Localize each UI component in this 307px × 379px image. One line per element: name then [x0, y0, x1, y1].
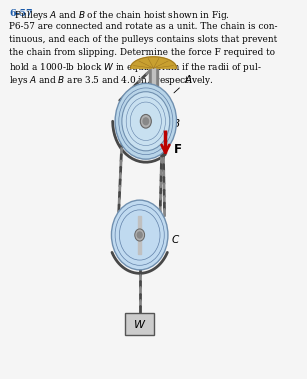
- Circle shape: [135, 229, 145, 241]
- Circle shape: [122, 92, 170, 151]
- Circle shape: [137, 232, 142, 238]
- Text: $\mathbf{F}$: $\mathbf{F}$: [173, 143, 182, 156]
- Text: $C$: $C$: [171, 233, 180, 245]
- Text: hold a 1000-lb block $W$ in equilibrium if the radii of pul-: hold a 1000-lb block $W$ in equilibrium …: [9, 61, 262, 74]
- Circle shape: [115, 83, 177, 159]
- Circle shape: [111, 200, 168, 270]
- Text: Pulleys $A$ and $B$ of the chain hoist shown in Fig.: Pulleys $A$ and $B$ of the chain hoist s…: [9, 9, 230, 22]
- Text: $B$: $B$: [172, 117, 181, 129]
- Polygon shape: [130, 57, 177, 68]
- Circle shape: [140, 114, 151, 128]
- Text: $W$: $W$: [133, 318, 146, 330]
- Text: P6-57 are connected and rotate as a unit. The chain is con-: P6-57 are connected and rotate as a unit…: [9, 22, 278, 31]
- Text: the chain from slipping. Determine the force F required to: the chain from slipping. Determine the f…: [9, 48, 275, 57]
- Circle shape: [143, 118, 149, 125]
- Text: leys $A$ and $B$ are 3.5 and 4.0 in., respectively.: leys $A$ and $B$ are 3.5 and 4.0 in., re…: [9, 74, 213, 87]
- Text: $A$: $A$: [174, 74, 193, 93]
- Text: 6-57: 6-57: [9, 9, 33, 19]
- FancyBboxPatch shape: [125, 313, 154, 335]
- Text: tinuous, and each of the pulleys contains slots that prevent: tinuous, and each of the pulleys contain…: [9, 35, 277, 44]
